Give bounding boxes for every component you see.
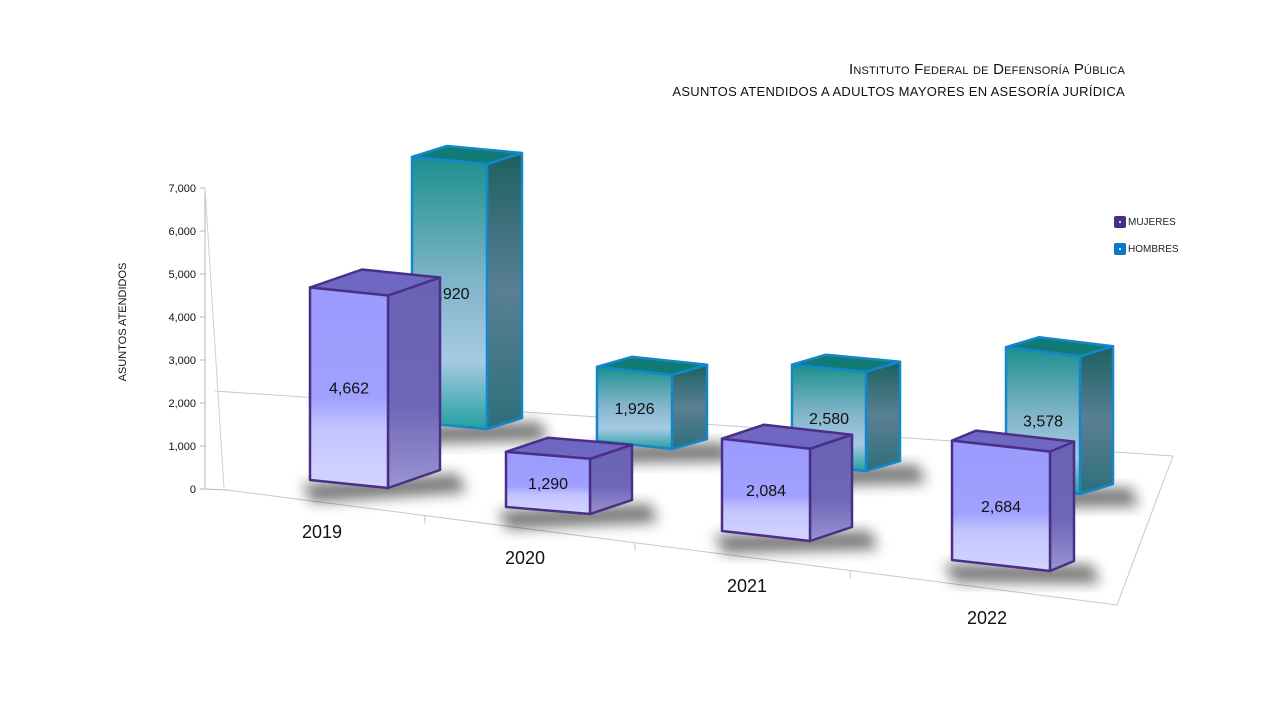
y-tick-label: 2,000 [168, 398, 196, 410]
x-tick-label: 2021 [727, 576, 767, 596]
legend-label-mujeres: MUJERES [1128, 216, 1176, 228]
x-axis: 2019 2020 2021 2022 [302, 522, 1007, 628]
bar-side [1078, 344, 1115, 496]
y-tick-label: 4,000 [168, 312, 196, 324]
y-axis-base [204, 488, 228, 491]
legend-item-mujeres: MUJERES [1114, 215, 1179, 229]
bar-front [720, 437, 812, 543]
x-tick [849, 570, 851, 579]
bar-side [485, 151, 524, 431]
y-tick-label: 0 [190, 484, 196, 496]
y-tick-label: 3,000 [168, 355, 196, 367]
data-label: 1,926 [614, 401, 654, 418]
floor-plane [215, 391, 1173, 605]
x-tick [424, 515, 426, 524]
bar-front [308, 286, 390, 490]
y-tick-label: 1,000 [168, 441, 196, 453]
legend-item-hombres: HOMBRES [1114, 242, 1179, 256]
bar: 1,290 [498, 436, 658, 529]
legend: MUJERES HOMBRES [1114, 215, 1179, 269]
x-tick [634, 542, 636, 551]
chart-subtitle: ASUNTOS ATENDIDOS A ADULTOS MAYORES EN A… [672, 84, 1125, 99]
x-tick-label: 2019 [302, 522, 342, 542]
bar-front [595, 365, 674, 451]
data-label: 2,684 [981, 499, 1021, 516]
data-label: 1,290 [528, 476, 568, 493]
bar-shadow [714, 531, 878, 553]
data-label: 2,084 [746, 483, 786, 500]
bar-side [670, 363, 709, 451]
data-label: 3,578 [1023, 414, 1063, 431]
bar-side [808, 433, 854, 543]
y-axis-wall-edge [204, 187, 225, 489]
legend-swatch-hombres [1114, 243, 1126, 255]
y-axis: 0 1,000 2,000 3,000 4,000 5,000 6,000 7,000 [168, 183, 228, 496]
bar-side [386, 276, 442, 490]
bar: 1,926 [589, 355, 733, 463]
legend-swatch-mujeres [1114, 216, 1126, 228]
bar-side [864, 360, 902, 473]
bar-side [1048, 440, 1076, 573]
bar-shadow [944, 564, 1100, 583]
data-label: 4,662 [329, 381, 369, 398]
bar-front [950, 439, 1052, 573]
y-tick-label: 7,000 [168, 183, 196, 195]
bar: 2,684 [944, 429, 1100, 583]
chart-title: Instituto Federal de Defensoría Pública [848, 61, 1125, 78]
data-label: 2,580 [809, 411, 849, 428]
y-tick-label: 6,000 [168, 226, 196, 238]
x-tick-label: 2020 [505, 548, 545, 568]
bar: 2,084 [714, 423, 878, 553]
bar: 4,662 [302, 268, 466, 502]
x-tick-label: 2022 [967, 608, 1007, 628]
bar-front [504, 450, 592, 516]
legend-label-hombres: HOMBRES [1128, 243, 1179, 255]
y-tick-label: 5,000 [168, 269, 196, 281]
